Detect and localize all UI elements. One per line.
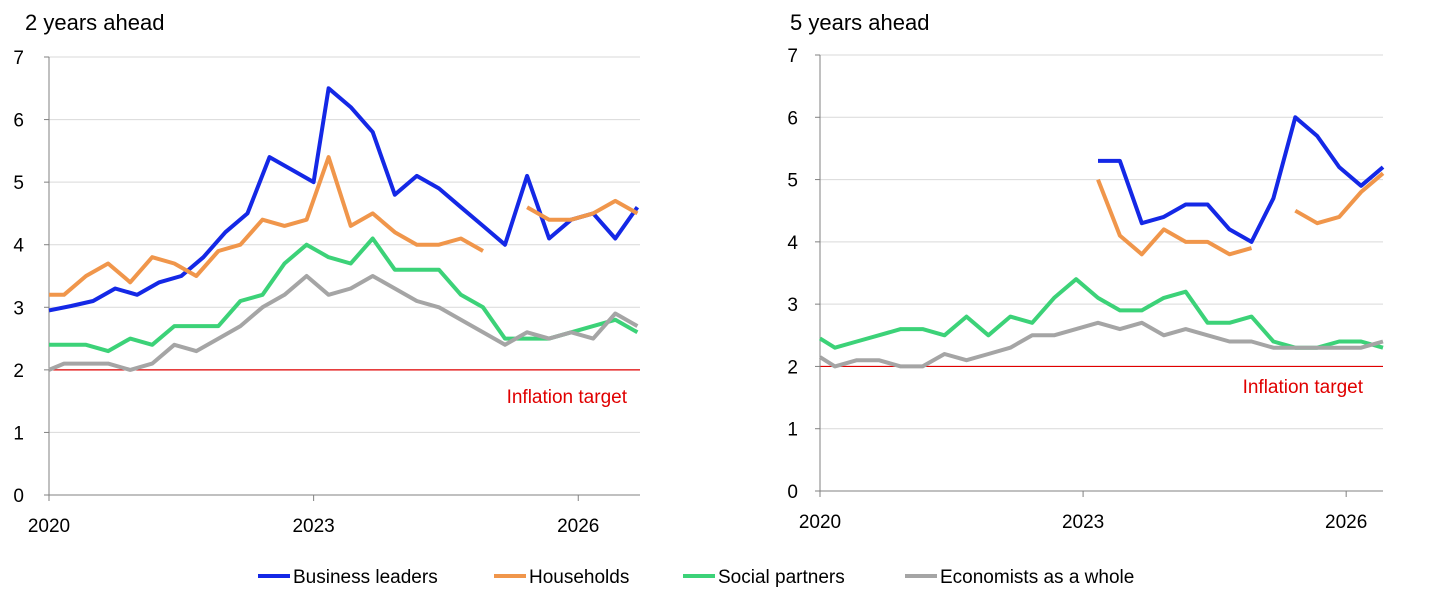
- x-tick-label: 2023: [292, 516, 334, 537]
- series-line-households: [1096, 178, 1253, 257]
- x-tick-label: 2020: [28, 516, 70, 537]
- y-tick-label: 5: [787, 171, 798, 192]
- x-tick-label: 2023: [1062, 512, 1104, 533]
- y-tick-label: 3: [787, 295, 798, 316]
- y-tick-label: 6: [13, 111, 24, 132]
- y-tick-label: 6: [787, 108, 798, 129]
- y-tick-label: 3: [13, 298, 24, 319]
- y-tick-label: 1: [13, 423, 24, 444]
- y-tick-label: 0: [787, 482, 798, 503]
- chart-title: 2 years ahead: [25, 10, 164, 35]
- legend-label: Economists as a whole: [940, 567, 1134, 588]
- series-line-economists: [818, 320, 1384, 369]
- y-tick-label: 2: [787, 357, 798, 378]
- series-line-households: [526, 198, 639, 222]
- series-line-business: [1098, 115, 1385, 244]
- series-line-social: [49, 236, 639, 354]
- x-tick-label: 2026: [1325, 512, 1367, 533]
- series-line-economists: [48, 274, 639, 372]
- series-line-social: [818, 277, 1384, 350]
- chart-panel-1: 2 years ahead 0 1 2 3 4 5 6 7 Inflation target 202…: [13, 10, 640, 537]
- y-tick-label: 4: [13, 236, 24, 257]
- series-line-business: [48, 86, 640, 313]
- y-tick-label: 5: [13, 173, 24, 194]
- y-tick-label: 4: [787, 233, 798, 254]
- series-line-households: [1294, 171, 1385, 226]
- legend-label: Households: [529, 567, 629, 588]
- y-tick-label: 2: [13, 361, 24, 382]
- x-tick-label: 2020: [799, 512, 841, 533]
- y-tick-label: 1: [787, 420, 798, 441]
- y-tick-label: 0: [13, 486, 24, 507]
- chart-title: 5 years ahead: [790, 10, 929, 35]
- series-line-households: [49, 155, 484, 297]
- chart-panel-2: 5 years ahead 0 1 2 3 4 5 6 7 Inflation target 202…: [787, 10, 1385, 533]
- chart-legend: Business leaders Households Social partner…: [258, 567, 1134, 588]
- legend-label: Business leaders: [293, 567, 438, 588]
- y-tick-label: 7: [787, 46, 798, 67]
- inflation-target-label: Inflation target: [507, 387, 628, 408]
- inflation-target-label: Inflation target: [1243, 377, 1364, 398]
- x-tick-label: 2026: [557, 516, 599, 537]
- y-tick-label: 7: [13, 48, 24, 69]
- legend-label: Social partners: [718, 567, 845, 588]
